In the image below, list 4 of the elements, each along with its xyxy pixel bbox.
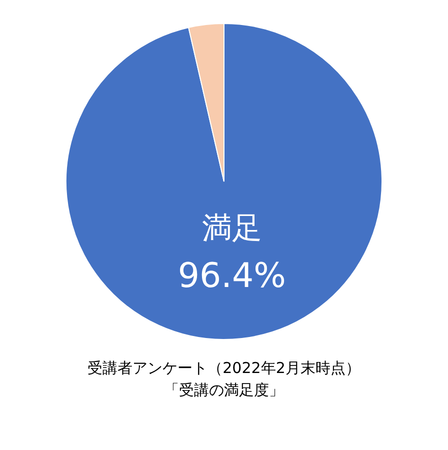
- text: 「受講の満足度」: [164, 381, 284, 399]
- data-label: 96.4%: [178, 256, 286, 296]
- slice-label: 満足: [202, 211, 262, 246]
- text: 受講者アンケート（2022年2月末時点）: [88, 359, 360, 377]
